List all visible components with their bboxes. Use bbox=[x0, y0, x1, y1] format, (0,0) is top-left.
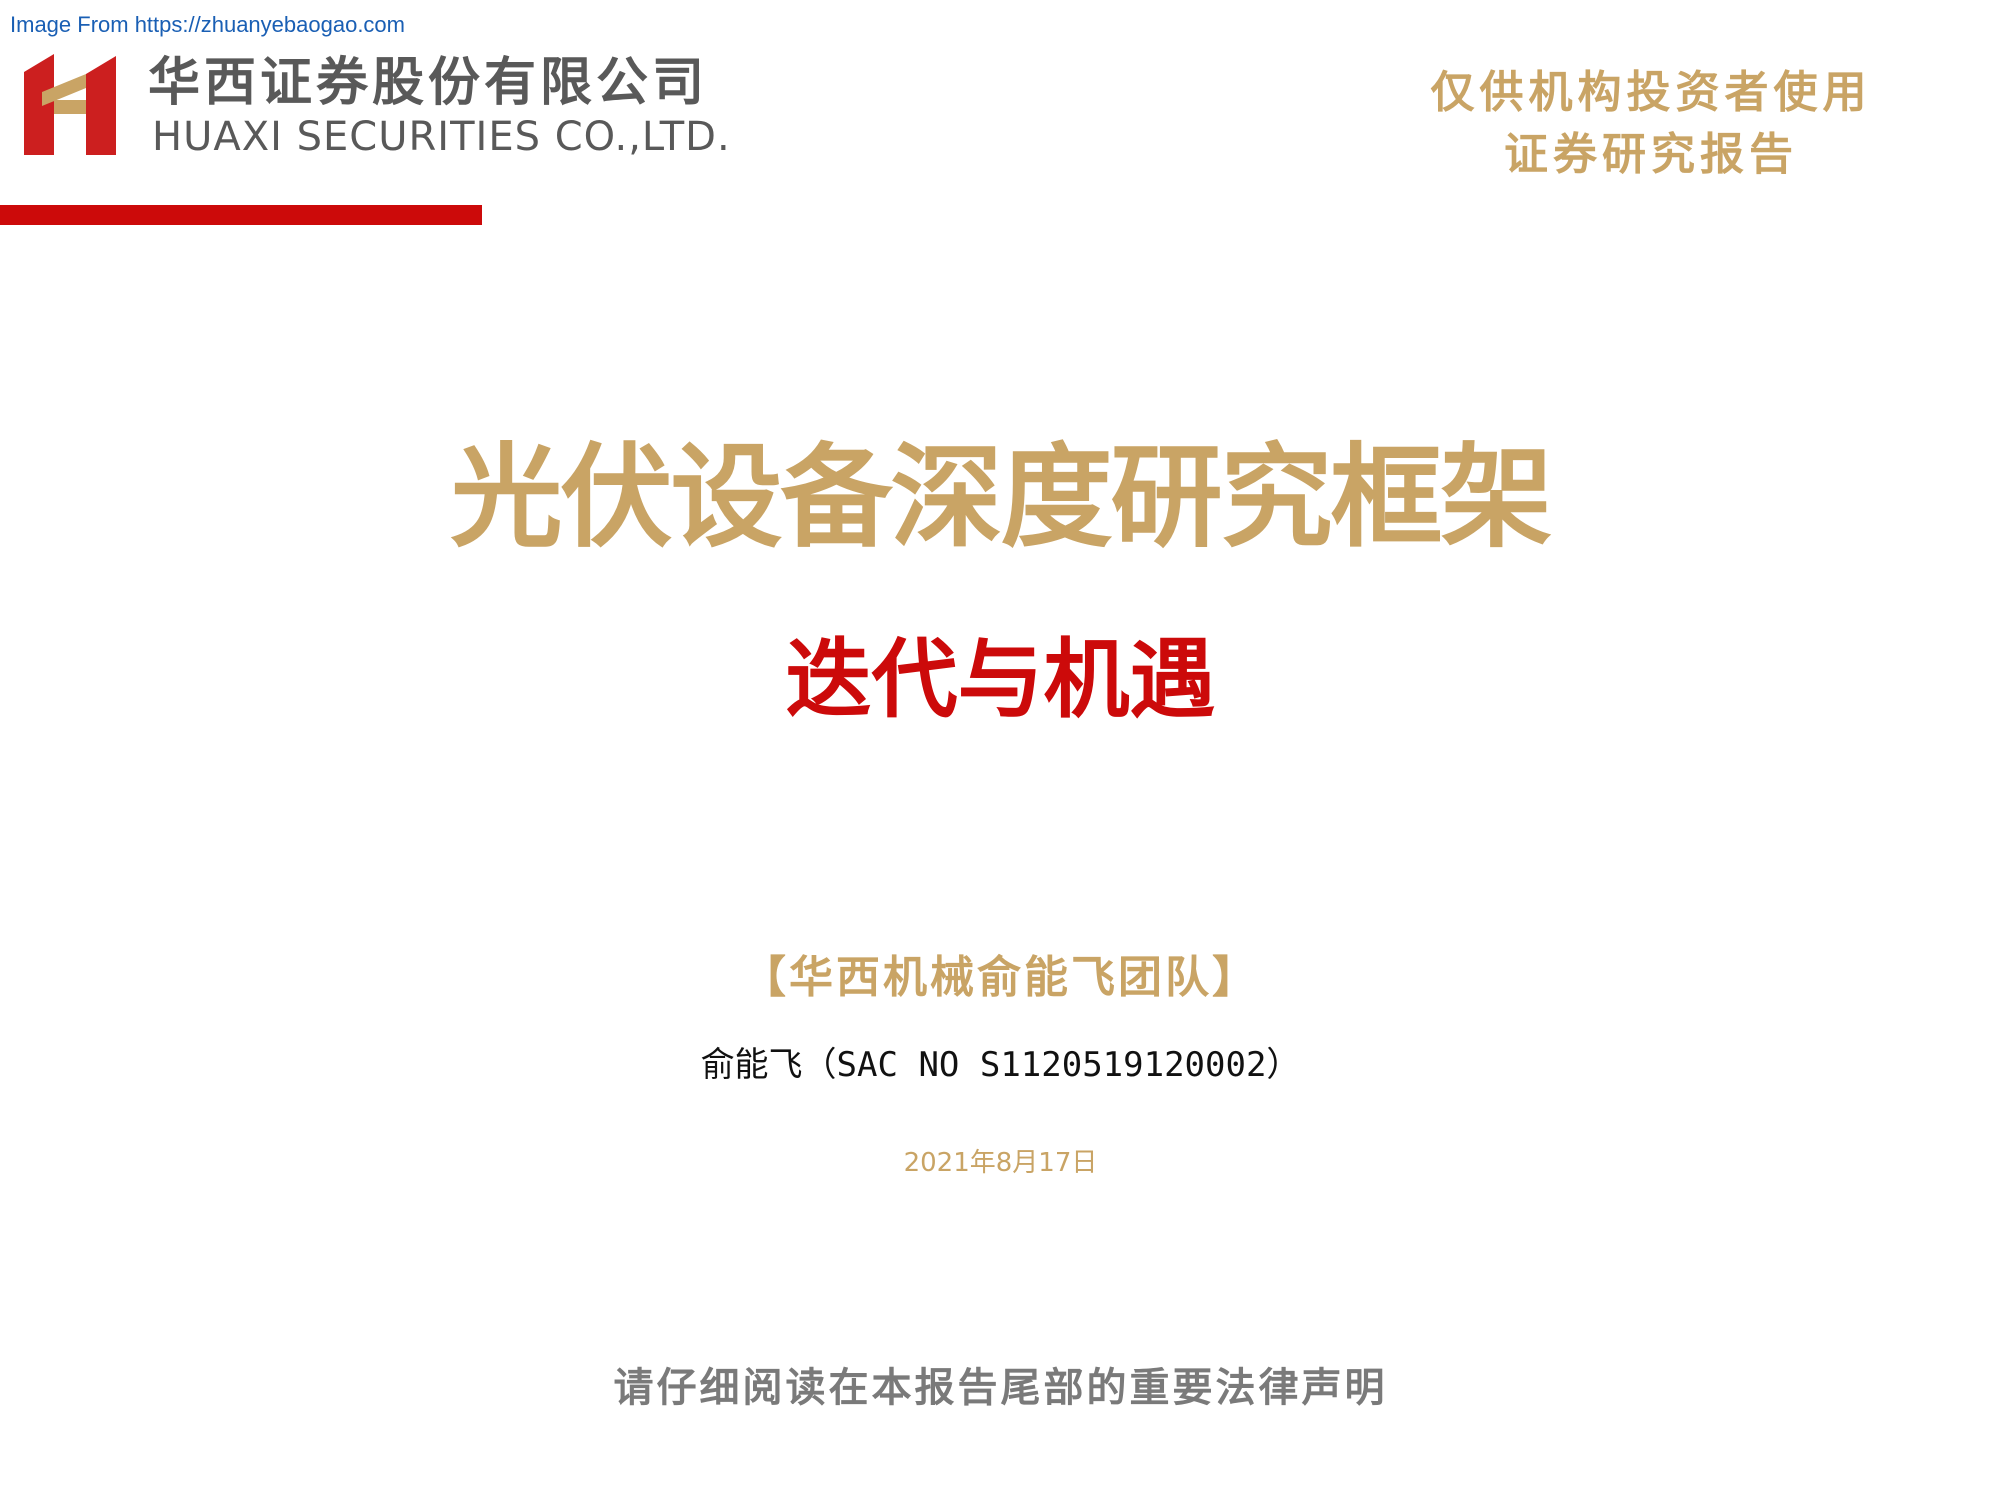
header-red-rule bbox=[0, 205, 482, 225]
legal-notice: 请仔细阅读在本报告尾部的重要法律声明 bbox=[613, 1364, 1388, 1411]
report-date: 2021年8月17日 bbox=[903, 1148, 1098, 1178]
huaxi-logo-icon bbox=[24, 54, 116, 155]
report-title: 光伏设备深度研究框架 bbox=[450, 433, 1553, 563]
report-subtitle: 迭代与机遇 bbox=[785, 630, 1216, 730]
disclaimer-line-2: 证券研究报告 bbox=[1504, 129, 1798, 180]
company-name-cn: 华西证券股份有限公司 bbox=[148, 52, 709, 113]
company-name-en: HUAXI SECURITIES CO.,LTD. bbox=[152, 114, 731, 160]
usage-disclaimer: 仅供机构投资者使用 证券研究报告 bbox=[1411, 62, 1891, 186]
research-team: 【华西机械俞能飞团队】 bbox=[742, 952, 1259, 1003]
disclaimer-line-1: 仅供机构投资者使用 bbox=[1430, 67, 1872, 118]
source-link[interactable]: Image From https://zhuanyebaogao.com bbox=[10, 12, 405, 37]
author-credential: 俞能飞（SAC NO S1120519120002） bbox=[700, 1045, 1301, 1085]
